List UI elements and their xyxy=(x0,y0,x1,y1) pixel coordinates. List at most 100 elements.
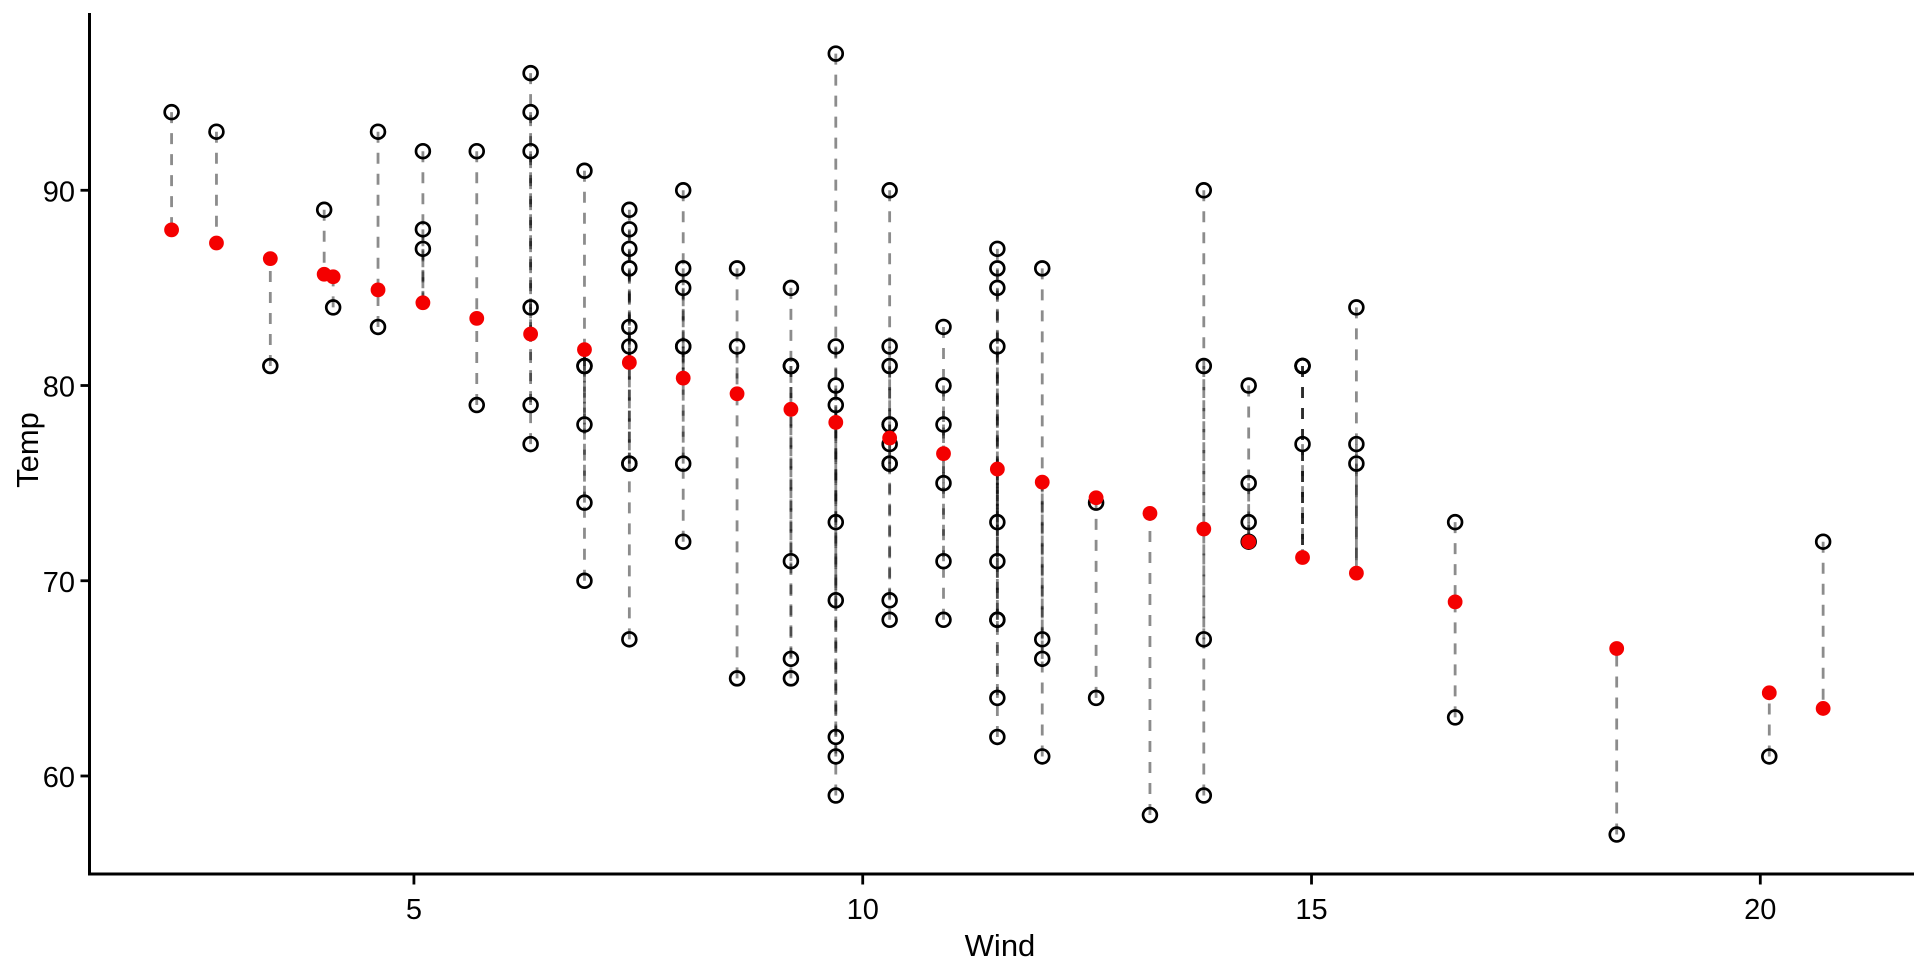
observed-point xyxy=(989,552,1006,570)
fitted-point xyxy=(1348,565,1364,581)
observed-point xyxy=(881,455,898,472)
y-tick-label: 60 xyxy=(43,762,75,794)
fitted-point xyxy=(936,446,951,462)
observed-point xyxy=(621,631,638,648)
observed-point xyxy=(1348,435,1365,453)
observed-point xyxy=(827,338,845,355)
observed-point xyxy=(881,611,898,629)
x-tick-label: 15 xyxy=(1295,894,1327,926)
fitted-point xyxy=(1088,490,1104,506)
observed-point xyxy=(728,338,746,355)
fitted-point xyxy=(1609,641,1625,656)
observed-point xyxy=(1348,299,1365,316)
observed-point xyxy=(621,338,638,355)
observed-point xyxy=(1294,435,1311,453)
fitted-point xyxy=(164,222,179,238)
observed-point xyxy=(1195,631,1213,648)
fitted-point xyxy=(1142,505,1158,521)
observed-point xyxy=(935,552,952,570)
observed-point xyxy=(1446,709,1464,726)
observed-point xyxy=(827,728,845,746)
fitted-point xyxy=(415,295,431,311)
y-tick-label: 70 xyxy=(43,567,75,599)
fitted-point xyxy=(828,415,844,430)
x-axis-title: Wind xyxy=(965,928,1036,960)
observed-point xyxy=(1033,748,1051,765)
observed-point xyxy=(576,416,593,433)
observed-point xyxy=(621,318,638,336)
observed-point xyxy=(989,279,1006,297)
observed-point xyxy=(522,142,539,160)
observed-point xyxy=(414,221,432,238)
observed-point xyxy=(522,299,539,316)
observed-point xyxy=(935,474,952,492)
observed-point xyxy=(782,650,800,668)
observed-point xyxy=(1033,260,1051,277)
observed-point xyxy=(163,103,180,121)
x-tick-label: 20 xyxy=(1744,894,1776,926)
observed-point xyxy=(522,103,539,121)
observed-point xyxy=(827,45,845,62)
observed-point xyxy=(827,513,845,531)
observed-point xyxy=(369,123,387,140)
observed-point xyxy=(827,396,845,414)
fitted-point xyxy=(783,401,799,417)
fitted-point xyxy=(1815,701,1831,716)
fitted-point xyxy=(262,251,278,267)
observed-point xyxy=(522,396,539,414)
observed-point xyxy=(674,279,692,297)
observed-point xyxy=(1240,377,1257,394)
observed-point xyxy=(674,260,692,277)
observed-point xyxy=(369,318,387,336)
observed-point xyxy=(827,748,845,765)
fitted-point xyxy=(209,235,224,251)
observed-point xyxy=(1195,357,1213,375)
residual-segments xyxy=(170,53,1825,835)
observed-point xyxy=(1240,474,1257,492)
observed-point xyxy=(782,552,800,570)
observed-point xyxy=(989,689,1006,707)
fitted-point xyxy=(1447,594,1463,610)
observed-point xyxy=(881,338,898,355)
observed-point xyxy=(881,357,898,375)
observed-point xyxy=(621,240,638,258)
observed-point xyxy=(989,728,1006,746)
observed-point xyxy=(621,260,638,277)
fitted-point xyxy=(675,370,691,386)
observed-point xyxy=(674,455,692,472)
observed-point xyxy=(1087,689,1105,707)
observed-point xyxy=(881,592,898,609)
observed-point xyxy=(989,611,1006,629)
y-tick-label: 80 xyxy=(43,372,75,404)
fitted-point xyxy=(729,386,745,402)
observed-point xyxy=(935,377,952,394)
x-ticks: 5 10 15 20 xyxy=(406,875,1776,926)
observed-point xyxy=(989,513,1006,531)
observed-point xyxy=(1761,748,1778,765)
observed-point xyxy=(989,338,1006,355)
observed-point xyxy=(468,396,486,414)
observed-point xyxy=(1814,533,1832,550)
observed-point xyxy=(576,494,593,511)
fitted-point xyxy=(1034,474,1050,490)
observed-point xyxy=(522,64,539,82)
observed-point xyxy=(935,318,952,336)
fitted-point xyxy=(523,326,539,342)
y-axis-title: Temp xyxy=(10,412,45,488)
observed-point xyxy=(414,142,432,160)
observed-point xyxy=(621,201,638,219)
observed-point xyxy=(1195,787,1213,804)
observed-point xyxy=(674,182,692,199)
observed-point xyxy=(621,221,638,238)
observed-point xyxy=(522,435,539,453)
observed-point xyxy=(1240,513,1257,531)
observed-point xyxy=(782,279,800,297)
fitted-points xyxy=(164,222,1831,716)
fitted-point xyxy=(370,282,386,298)
fitted-point xyxy=(469,310,485,326)
fitted-point xyxy=(1295,550,1310,565)
x-axis: 5 10 15 20 xyxy=(88,872,1914,926)
observed-point xyxy=(1294,357,1311,375)
observed-point xyxy=(782,357,800,375)
